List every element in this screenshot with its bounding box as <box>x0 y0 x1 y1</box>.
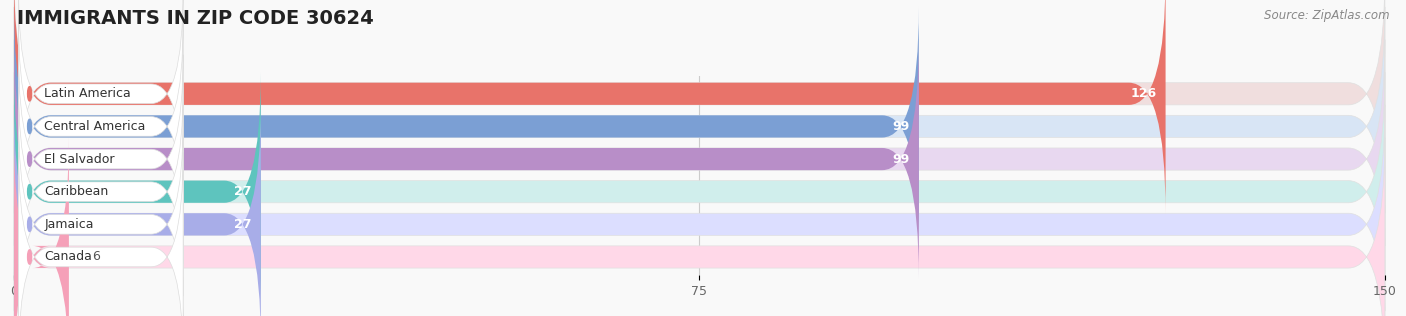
FancyBboxPatch shape <box>14 137 1385 316</box>
FancyBboxPatch shape <box>18 55 183 264</box>
Text: Latin America: Latin America <box>44 87 131 100</box>
FancyBboxPatch shape <box>14 137 69 316</box>
FancyBboxPatch shape <box>14 72 262 311</box>
Circle shape <box>28 152 31 166</box>
Circle shape <box>28 185 31 199</box>
FancyBboxPatch shape <box>18 87 183 296</box>
Circle shape <box>28 119 31 134</box>
FancyBboxPatch shape <box>14 72 1385 311</box>
Text: IMMIGRANTS IN ZIP CODE 30624: IMMIGRANTS IN ZIP CODE 30624 <box>17 9 374 28</box>
FancyBboxPatch shape <box>14 105 262 316</box>
FancyBboxPatch shape <box>14 105 1385 316</box>
FancyBboxPatch shape <box>14 0 1385 213</box>
FancyBboxPatch shape <box>14 40 1385 278</box>
Circle shape <box>28 250 31 264</box>
Text: El Salvador: El Salvador <box>44 153 115 166</box>
FancyBboxPatch shape <box>18 153 183 316</box>
Text: Caribbean: Caribbean <box>44 185 108 198</box>
Text: 99: 99 <box>893 153 910 166</box>
Text: 126: 126 <box>1130 87 1157 100</box>
FancyBboxPatch shape <box>14 7 920 246</box>
Text: Central America: Central America <box>44 120 146 133</box>
FancyBboxPatch shape <box>18 22 183 231</box>
FancyBboxPatch shape <box>14 0 1166 213</box>
Text: 99: 99 <box>893 120 910 133</box>
FancyBboxPatch shape <box>14 40 920 278</box>
Text: Source: ZipAtlas.com: Source: ZipAtlas.com <box>1264 9 1389 22</box>
Text: 27: 27 <box>235 218 252 231</box>
Text: Jamaica: Jamaica <box>44 218 94 231</box>
Text: 27: 27 <box>235 185 252 198</box>
Text: 6: 6 <box>91 251 100 264</box>
Text: Canada: Canada <box>44 251 93 264</box>
FancyBboxPatch shape <box>18 0 183 198</box>
FancyBboxPatch shape <box>14 7 1385 246</box>
Circle shape <box>28 217 31 232</box>
FancyBboxPatch shape <box>18 120 183 316</box>
Circle shape <box>28 87 31 101</box>
